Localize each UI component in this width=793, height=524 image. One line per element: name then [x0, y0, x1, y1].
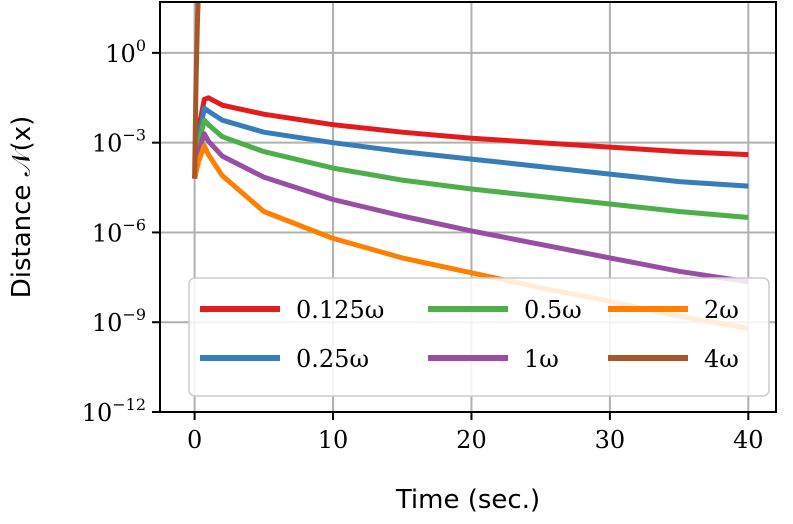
legend-label: 0.125ω — [296, 296, 384, 324]
plot-frame — [159, 1, 777, 413]
y-tick-label: 10−12 — [82, 395, 146, 427]
y-axis-title: Distance 𝒩(x) — [7, 116, 37, 299]
series-line — [192, 95, 749, 179]
legend-label: 0.25ω — [296, 345, 369, 373]
series-line — [192, 2, 201, 179]
y-tick-label: 10−6 — [92, 215, 146, 247]
y-tick-label: 10−3 — [92, 126, 146, 158]
x-tick-label: 0 — [187, 426, 202, 454]
legend-label: 0.5ω — [524, 296, 582, 324]
x-tick-label: 30 — [595, 426, 626, 454]
series-line — [192, 105, 749, 189]
y-tick-label: 10−9 — [92, 305, 146, 337]
x-tick-label: 40 — [733, 426, 764, 454]
series-line — [192, 117, 749, 220]
ticks: 0 10 20 30 40 100 10−3 10−6 10−9 10−12 — [82, 36, 764, 454]
legend-box — [188, 277, 770, 397]
x-tick-label: 20 — [456, 426, 487, 454]
series-line — [192, 131, 749, 285]
y-tick-label: 100 — [105, 36, 146, 68]
x-tick-label: 10 — [318, 426, 349, 454]
legend-label: 2ω — [704, 296, 739, 324]
legend-label: 1ω — [524, 345, 559, 373]
legend-label: 4ω — [704, 345, 739, 373]
x-axis-title: Time (sec.) — [395, 485, 540, 515]
legend: 0.125ω 0.25ω 0.5ω 1ω 2ω 4ω — [188, 277, 770, 397]
